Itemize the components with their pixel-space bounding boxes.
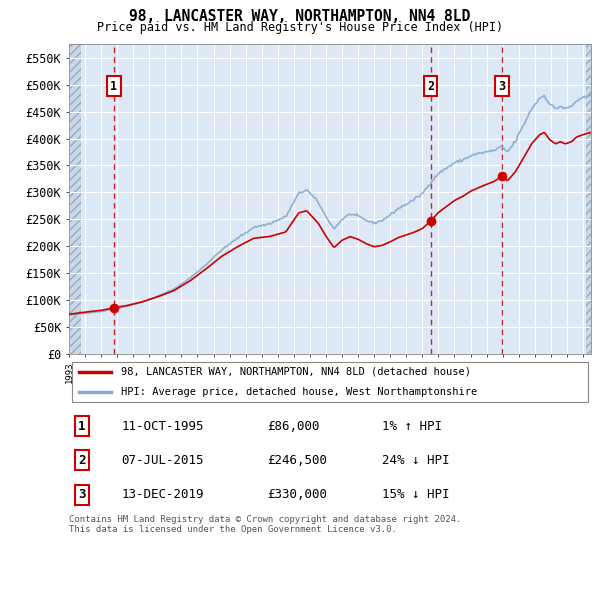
FancyBboxPatch shape <box>71 362 589 402</box>
Text: 3: 3 <box>498 80 505 93</box>
Bar <box>586 44 591 354</box>
Text: 2: 2 <box>78 454 86 467</box>
Text: 1: 1 <box>110 80 117 93</box>
Text: Price paid vs. HM Land Registry's House Price Index (HPI): Price paid vs. HM Land Registry's House … <box>97 21 503 34</box>
Text: 13-DEC-2019: 13-DEC-2019 <box>121 489 204 502</box>
Text: Contains HM Land Registry data © Crown copyright and database right 2024.
This d: Contains HM Land Registry data © Crown c… <box>69 515 461 535</box>
Text: 11-OCT-1995: 11-OCT-1995 <box>121 419 204 432</box>
Text: 2: 2 <box>427 80 434 93</box>
Text: 24% ↓ HPI: 24% ↓ HPI <box>382 454 450 467</box>
Text: £86,000: £86,000 <box>268 419 320 432</box>
Text: HPI: Average price, detached house, West Northamptonshire: HPI: Average price, detached house, West… <box>121 387 478 397</box>
Text: £330,000: £330,000 <box>268 489 328 502</box>
Text: 15% ↓ HPI: 15% ↓ HPI <box>382 489 450 502</box>
Text: 1: 1 <box>78 419 86 432</box>
Bar <box>69 44 81 354</box>
Text: 98, LANCASTER WAY, NORTHAMPTON, NN4 8LD (detached house): 98, LANCASTER WAY, NORTHAMPTON, NN4 8LD … <box>121 367 471 377</box>
Text: 3: 3 <box>78 489 86 502</box>
Text: 98, LANCASTER WAY, NORTHAMPTON, NN4 8LD: 98, LANCASTER WAY, NORTHAMPTON, NN4 8LD <box>130 9 470 24</box>
Text: 07-JUL-2015: 07-JUL-2015 <box>121 454 204 467</box>
Text: £246,500: £246,500 <box>268 454 328 467</box>
Text: 1% ↑ HPI: 1% ↑ HPI <box>382 419 442 432</box>
